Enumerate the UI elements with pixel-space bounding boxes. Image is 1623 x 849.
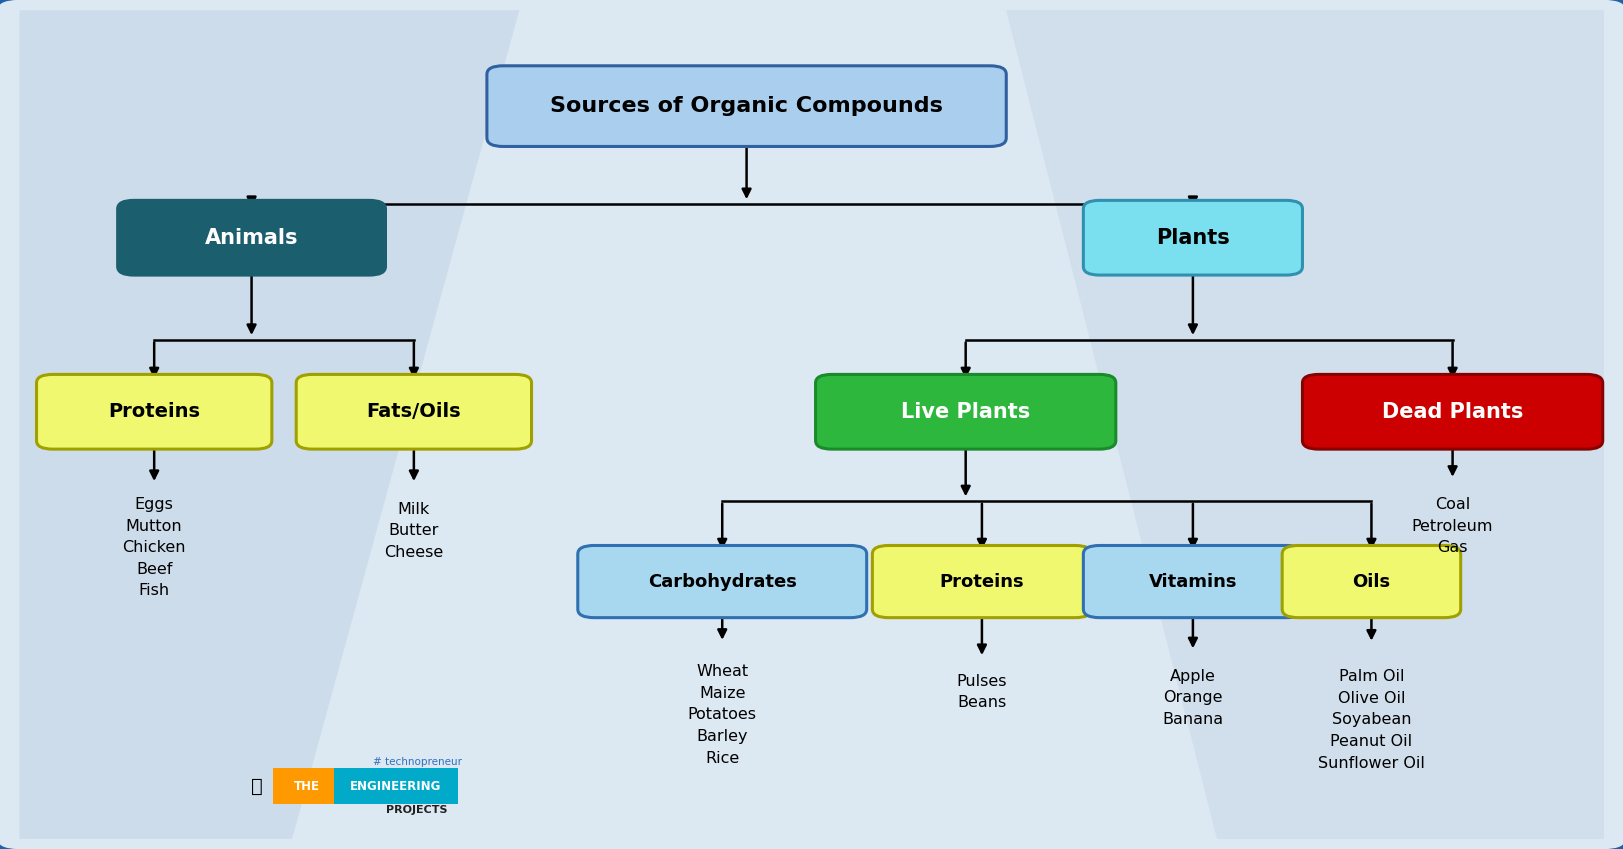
Text: Fats/Oils: Fats/Oils [367, 402, 461, 421]
FancyBboxPatch shape [815, 374, 1117, 449]
FancyBboxPatch shape [487, 66, 1006, 147]
FancyBboxPatch shape [36, 374, 271, 449]
Text: Animals: Animals [204, 228, 299, 248]
Text: Apple
Orange
Banana: Apple Orange Banana [1162, 669, 1224, 727]
Polygon shape [19, 10, 519, 839]
Text: Live Plants: Live Plants [901, 402, 1031, 422]
FancyBboxPatch shape [873, 546, 1091, 618]
FancyBboxPatch shape [273, 768, 341, 804]
Text: Oils: Oils [1352, 572, 1391, 591]
FancyBboxPatch shape [578, 546, 867, 618]
Text: 🤖: 🤖 [250, 777, 263, 796]
Text: Coal
Petroleum
Gas: Coal Petroleum Gas [1412, 498, 1493, 555]
FancyBboxPatch shape [334, 768, 458, 804]
Text: Plants: Plants [1156, 228, 1230, 248]
FancyBboxPatch shape [295, 374, 532, 449]
Text: Pulses
Beans: Pulses Beans [956, 673, 1008, 711]
FancyBboxPatch shape [1302, 374, 1604, 449]
Text: Proteins: Proteins [940, 572, 1024, 591]
Text: Wheat
Maize
Potatoes
Barley
Rice: Wheat Maize Potatoes Barley Rice [688, 664, 756, 766]
Polygon shape [1006, 10, 1604, 839]
Text: Proteins: Proteins [109, 402, 200, 421]
Text: Palm Oil
Olive Oil
Soyabean
Peanut Oil
Sunflower Oil: Palm Oil Olive Oil Soyabean Peanut Oil S… [1318, 669, 1425, 771]
Text: Dead Plants: Dead Plants [1381, 402, 1524, 422]
Text: PROJECTS: PROJECTS [386, 805, 448, 815]
Text: ENGINEERING: ENGINEERING [351, 779, 441, 793]
FancyBboxPatch shape [1282, 546, 1461, 618]
FancyBboxPatch shape [118, 200, 386, 275]
Text: Eggs
Mutton
Chicken
Beef
Fish: Eggs Mutton Chicken Beef Fish [122, 497, 187, 599]
Text: Carbohydrates: Carbohydrates [648, 572, 797, 591]
Text: Vitamins: Vitamins [1149, 572, 1237, 591]
FancyBboxPatch shape [1084, 200, 1302, 275]
Text: # technopreneur: # technopreneur [373, 756, 461, 767]
Text: Milk
Butter
Cheese: Milk Butter Cheese [385, 502, 443, 559]
Text: THE: THE [294, 779, 320, 793]
Text: Sources of Organic Compounds: Sources of Organic Compounds [550, 96, 943, 116]
FancyBboxPatch shape [1084, 546, 1302, 618]
